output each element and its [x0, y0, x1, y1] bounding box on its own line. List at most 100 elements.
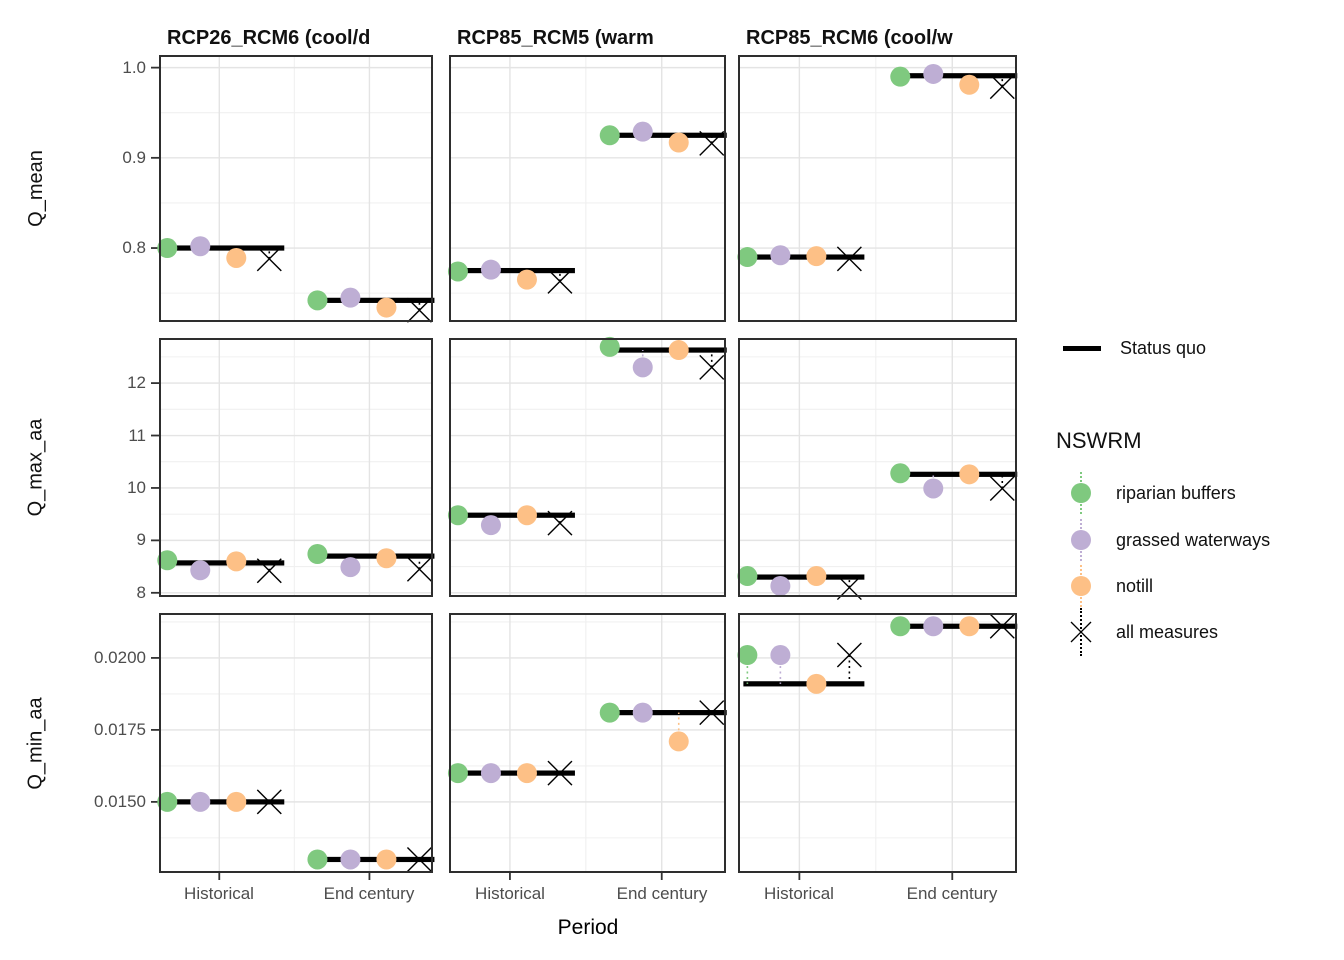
y-tick-label: 0.9 — [122, 147, 146, 167]
point-grassed_waterways — [770, 645, 791, 666]
x-tick-label: End century — [323, 884, 415, 903]
facet-panel-Q_min_aa-c2 — [737, 613, 1018, 873]
legend-item-notill: notill — [1063, 565, 1153, 607]
point-notill — [516, 505, 537, 526]
point-notill — [226, 247, 247, 268]
point-riparian_buffers — [157, 550, 178, 571]
point-notill — [226, 551, 247, 572]
point-riparian_buffers — [599, 336, 620, 357]
point-grassed_waterways — [340, 849, 361, 870]
legend-title: NSWRM — [1056, 428, 1142, 453]
point-grassed_waterways — [770, 245, 791, 266]
y-tick-label: 9 — [136, 530, 146, 550]
y-tick-label: 10 — [127, 477, 146, 497]
point-grassed_waterways — [190, 791, 211, 812]
point-notill — [959, 464, 980, 485]
circle-marker-icon — [1071, 483, 1091, 503]
point-all-measures-x — [406, 556, 432, 582]
point-riparian_buffers — [307, 849, 328, 870]
point-notill — [806, 246, 827, 267]
point-riparian_buffers — [307, 290, 328, 311]
point-notill — [668, 731, 689, 752]
point-grassed_waterways — [480, 259, 501, 280]
point-all-measures-x — [406, 297, 432, 323]
circle-marker-icon — [1071, 576, 1091, 596]
point-all-measures-x — [256, 558, 282, 584]
point-grassed_waterways — [480, 515, 501, 536]
x-tick-label: Historical — [475, 884, 545, 903]
point-riparian_buffers — [157, 791, 178, 812]
point-riparian_buffers — [737, 247, 758, 268]
circle-marker-icon — [1071, 530, 1091, 550]
point-riparian_buffers — [447, 261, 468, 282]
x-axis-title: Period — [557, 916, 619, 939]
point-notill — [516, 269, 537, 290]
point-all-measures-x — [836, 246, 862, 272]
legend-status-quo: Status quo — [1063, 338, 1206, 359]
notill-marker-icon — [1063, 565, 1099, 607]
point-riparian_buffers — [890, 66, 911, 87]
point-grassed_waterways — [923, 478, 944, 499]
point-notill — [516, 763, 537, 784]
point-all-measures-x — [406, 846, 432, 872]
point-all-measures-x — [256, 789, 282, 815]
facet-title-col-2: RCP85_RCM5 (warm — [457, 27, 654, 49]
point-all-measures-x — [699, 700, 725, 726]
legend-item-grassed-waterways: grassed waterways — [1063, 519, 1270, 561]
point-all-measures-x — [547, 760, 573, 786]
point-grassed_waterways — [632, 357, 653, 378]
point-all-measures-x — [989, 613, 1015, 639]
point-riparian_buffers — [737, 645, 758, 666]
y-tick-label: 11 — [128, 425, 146, 445]
status-quo-line-icon — [1063, 345, 1101, 352]
point-grassed_waterways — [340, 557, 361, 578]
facet-panel-Q_max_aa-c0 — [157, 338, 435, 597]
point-all-measures-x — [699, 354, 725, 380]
facet-panel-Q_max_aa-c1 — [447, 336, 727, 597]
point-riparian_buffers — [447, 763, 468, 784]
point-notill — [376, 548, 397, 569]
legend-item-riparian-buffers: riparian buffers — [1063, 472, 1236, 514]
point-all-measures-x — [547, 510, 573, 536]
point-notill — [959, 74, 980, 95]
facet-title-col-3: RCP85_RCM6 (cool/w — [746, 27, 953, 49]
point-notill — [668, 132, 689, 153]
riparian-buffers-marker-icon — [1063, 472, 1099, 514]
facet-panel-Q_max_aa-c2 — [737, 338, 1018, 601]
point-all-measures-x — [256, 246, 282, 272]
point-all-measures-x — [989, 475, 1015, 501]
point-riparian_buffers — [599, 125, 620, 146]
facet-panel-Q_mean-c0 — [157, 55, 435, 323]
y-tick-label: 0.0175 — [94, 719, 146, 739]
point-notill — [376, 297, 397, 318]
point-riparian_buffers — [890, 463, 911, 484]
point-riparian_buffers — [599, 702, 620, 723]
facet-panel-Q_mean-c2 — [737, 55, 1018, 322]
all-measures-x-marker-icon — [1063, 608, 1099, 656]
point-notill — [806, 673, 827, 694]
point-notill — [668, 340, 689, 361]
point-riparian_buffers — [737, 566, 758, 587]
point-notill — [959, 616, 980, 637]
point-all-measures-x — [699, 130, 725, 156]
point-grassed_waterways — [923, 63, 944, 84]
point-grassed_waterways — [480, 763, 501, 784]
point-grassed_waterways — [632, 121, 653, 142]
x-tick-label: End century — [906, 884, 998, 903]
y-tick-label: 0.0200 — [94, 647, 146, 667]
point-riparian_buffers — [157, 238, 178, 259]
point-all-measures-x — [836, 642, 862, 668]
point-grassed_waterways — [923, 616, 944, 637]
point-grassed_waterways — [770, 575, 791, 596]
point-all-measures-x — [989, 74, 1015, 100]
x-tick-label: Historical — [184, 884, 254, 903]
legend-status-quo-label: Status quo — [1120, 338, 1207, 358]
point-grassed_waterways — [632, 702, 653, 723]
x-tick-label: End century — [616, 884, 708, 903]
point-notill — [376, 849, 397, 870]
point-riparian_buffers — [890, 616, 911, 637]
point-all-measures-x — [547, 268, 573, 294]
y-tick-label: 8 — [136, 582, 146, 602]
grassed-waterways-marker-icon — [1063, 519, 1099, 561]
